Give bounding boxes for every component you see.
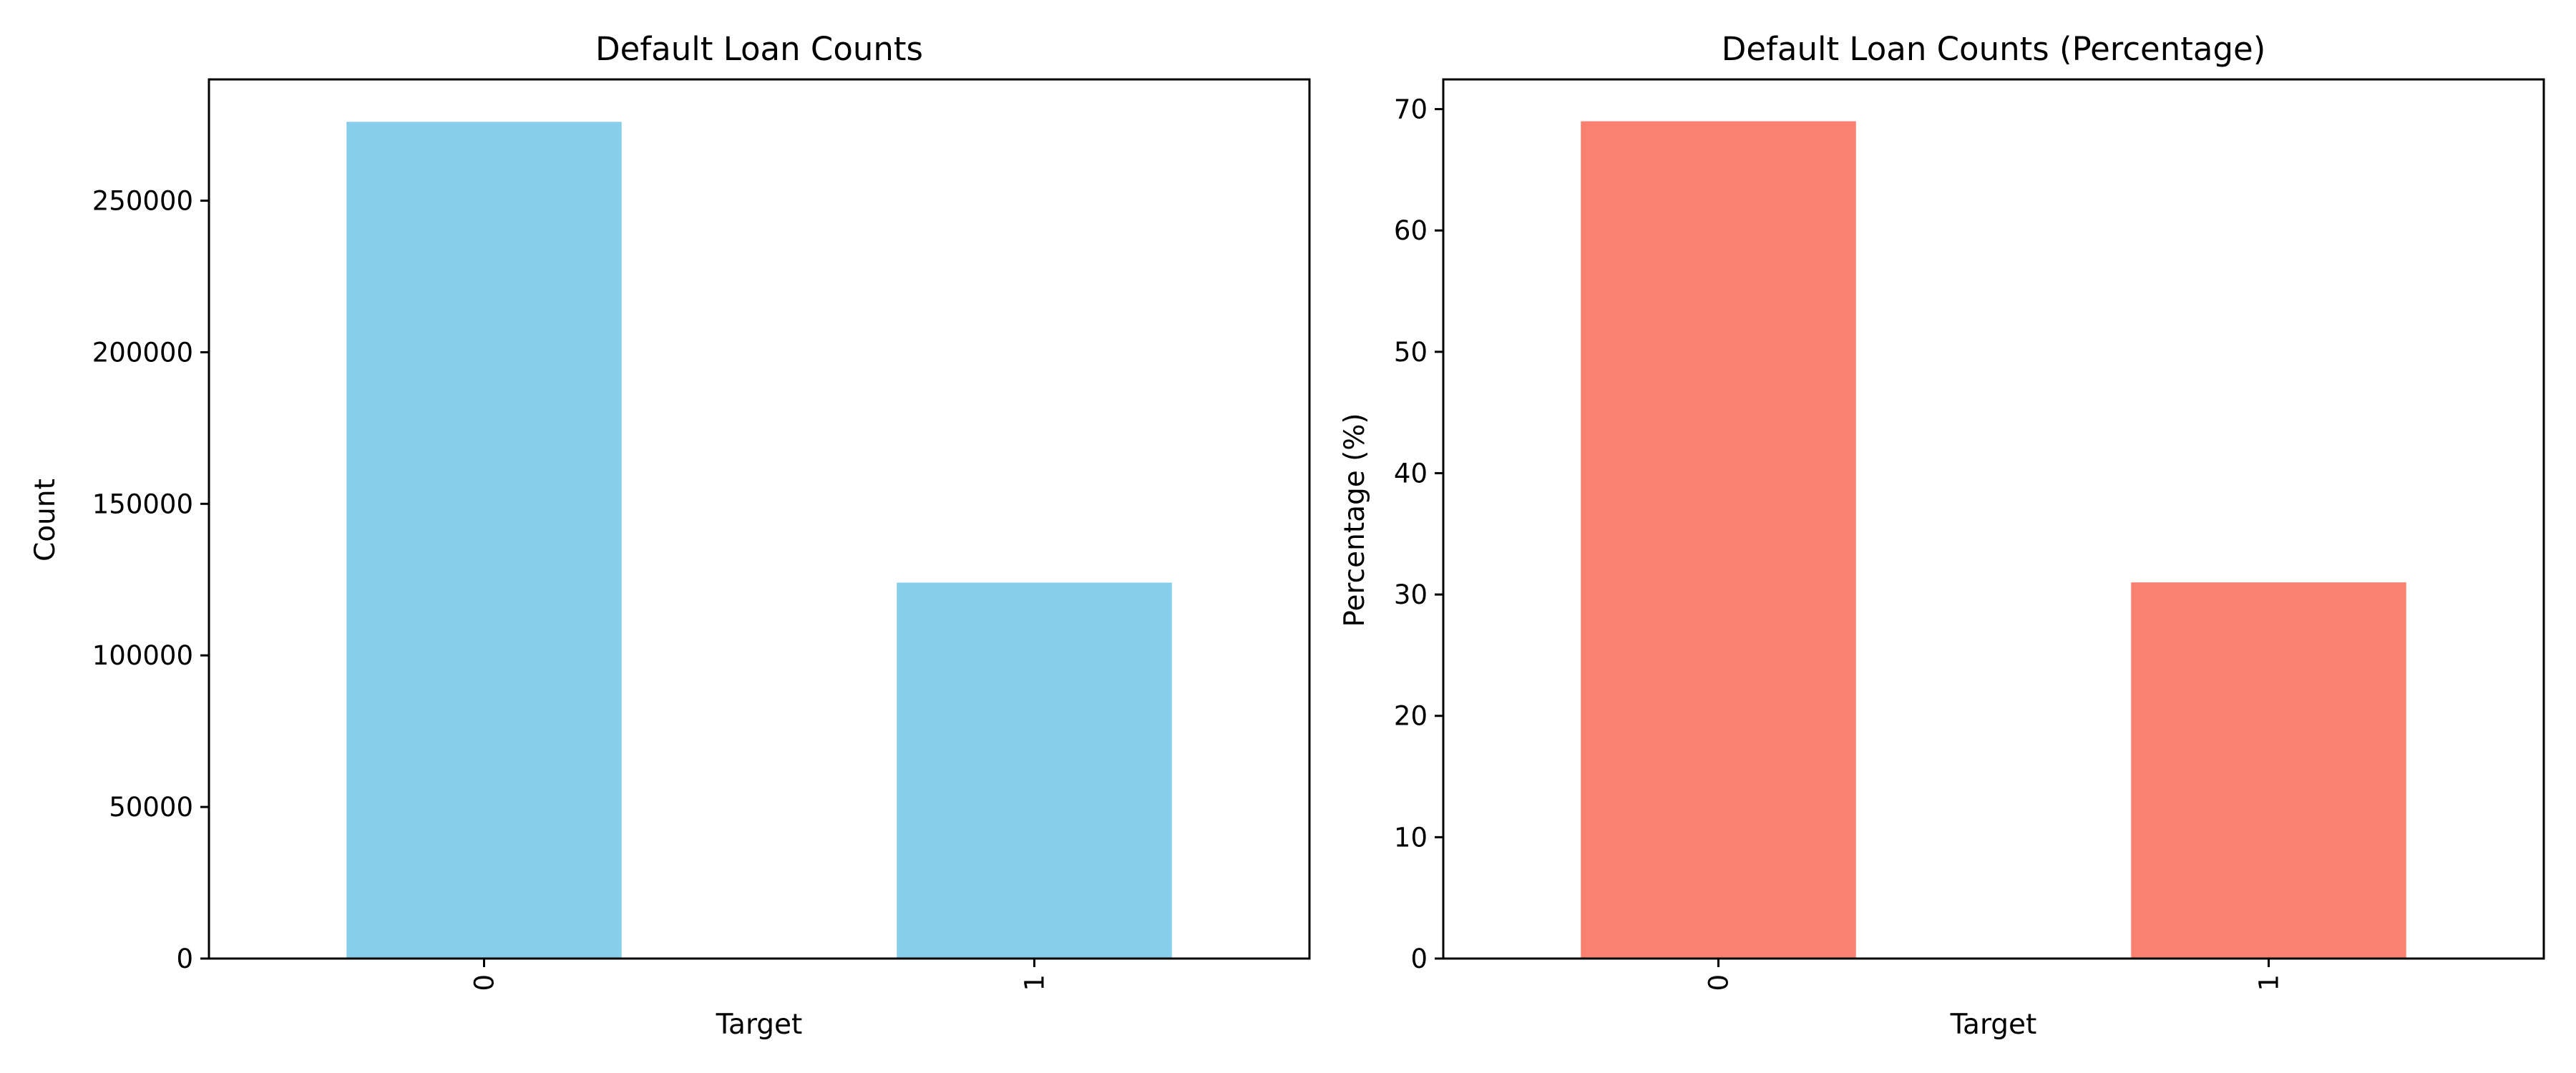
plot-frame: [208, 78, 1311, 960]
y-axis-ticks: 0 50000 100000 150000 200000 250000: [92, 186, 209, 974]
x-tick-label: 0: [469, 974, 500, 991]
chart-panel-counts: Default Loan Counts Target Count 0 50000 1…: [29, 30, 1311, 1041]
x-tick-label: 1: [1020, 974, 1050, 991]
chart-panel-percentage: Default Loan Counts (Percentage) Target …: [1339, 30, 2545, 1041]
y-tick-label: 50000: [109, 792, 193, 823]
y-tick-label: 30: [1394, 579, 1428, 610]
bar-0: [1581, 121, 1856, 959]
x-tick-label: 0: [1704, 974, 1735, 991]
chart-title: Default Loan Counts (Percentage): [1722, 30, 2266, 68]
y-tick-label: 20: [1394, 701, 1428, 732]
bar-group: [1581, 121, 2406, 959]
x-axis-label: Target: [716, 1009, 803, 1041]
y-axis-ticks: 0 10 20 30 40 50 60 70: [1394, 94, 1443, 974]
bar-0: [346, 122, 622, 959]
bar-1: [2131, 582, 2406, 959]
y-axis-label: Count: [29, 479, 62, 562]
y-tick-label: 10: [1394, 822, 1428, 853]
chart-title: Default Loan Counts: [595, 30, 923, 68]
plot-frame: [1442, 78, 2545, 960]
y-tick-label: 0: [1410, 944, 1428, 974]
y-tick-label: 150000: [92, 489, 193, 519]
y-tick-label: 50: [1394, 337, 1428, 368]
y-tick-label: 40: [1394, 458, 1428, 489]
bar-1: [897, 582, 1172, 959]
y-tick-label: 100000: [92, 640, 193, 671]
y-tick-label: 0: [176, 944, 193, 974]
bar-group: [346, 122, 1172, 959]
y-tick-label: 250000: [92, 186, 193, 217]
y-tick-label: 200000: [92, 337, 193, 368]
y-tick-label: 70: [1394, 94, 1428, 125]
y-tick-label: 60: [1394, 215, 1428, 246]
y-axis-label: Percentage (%): [1339, 413, 1371, 627]
x-axis-label: Target: [1950, 1009, 2037, 1041]
x-tick-label: 1: [2254, 974, 2285, 991]
